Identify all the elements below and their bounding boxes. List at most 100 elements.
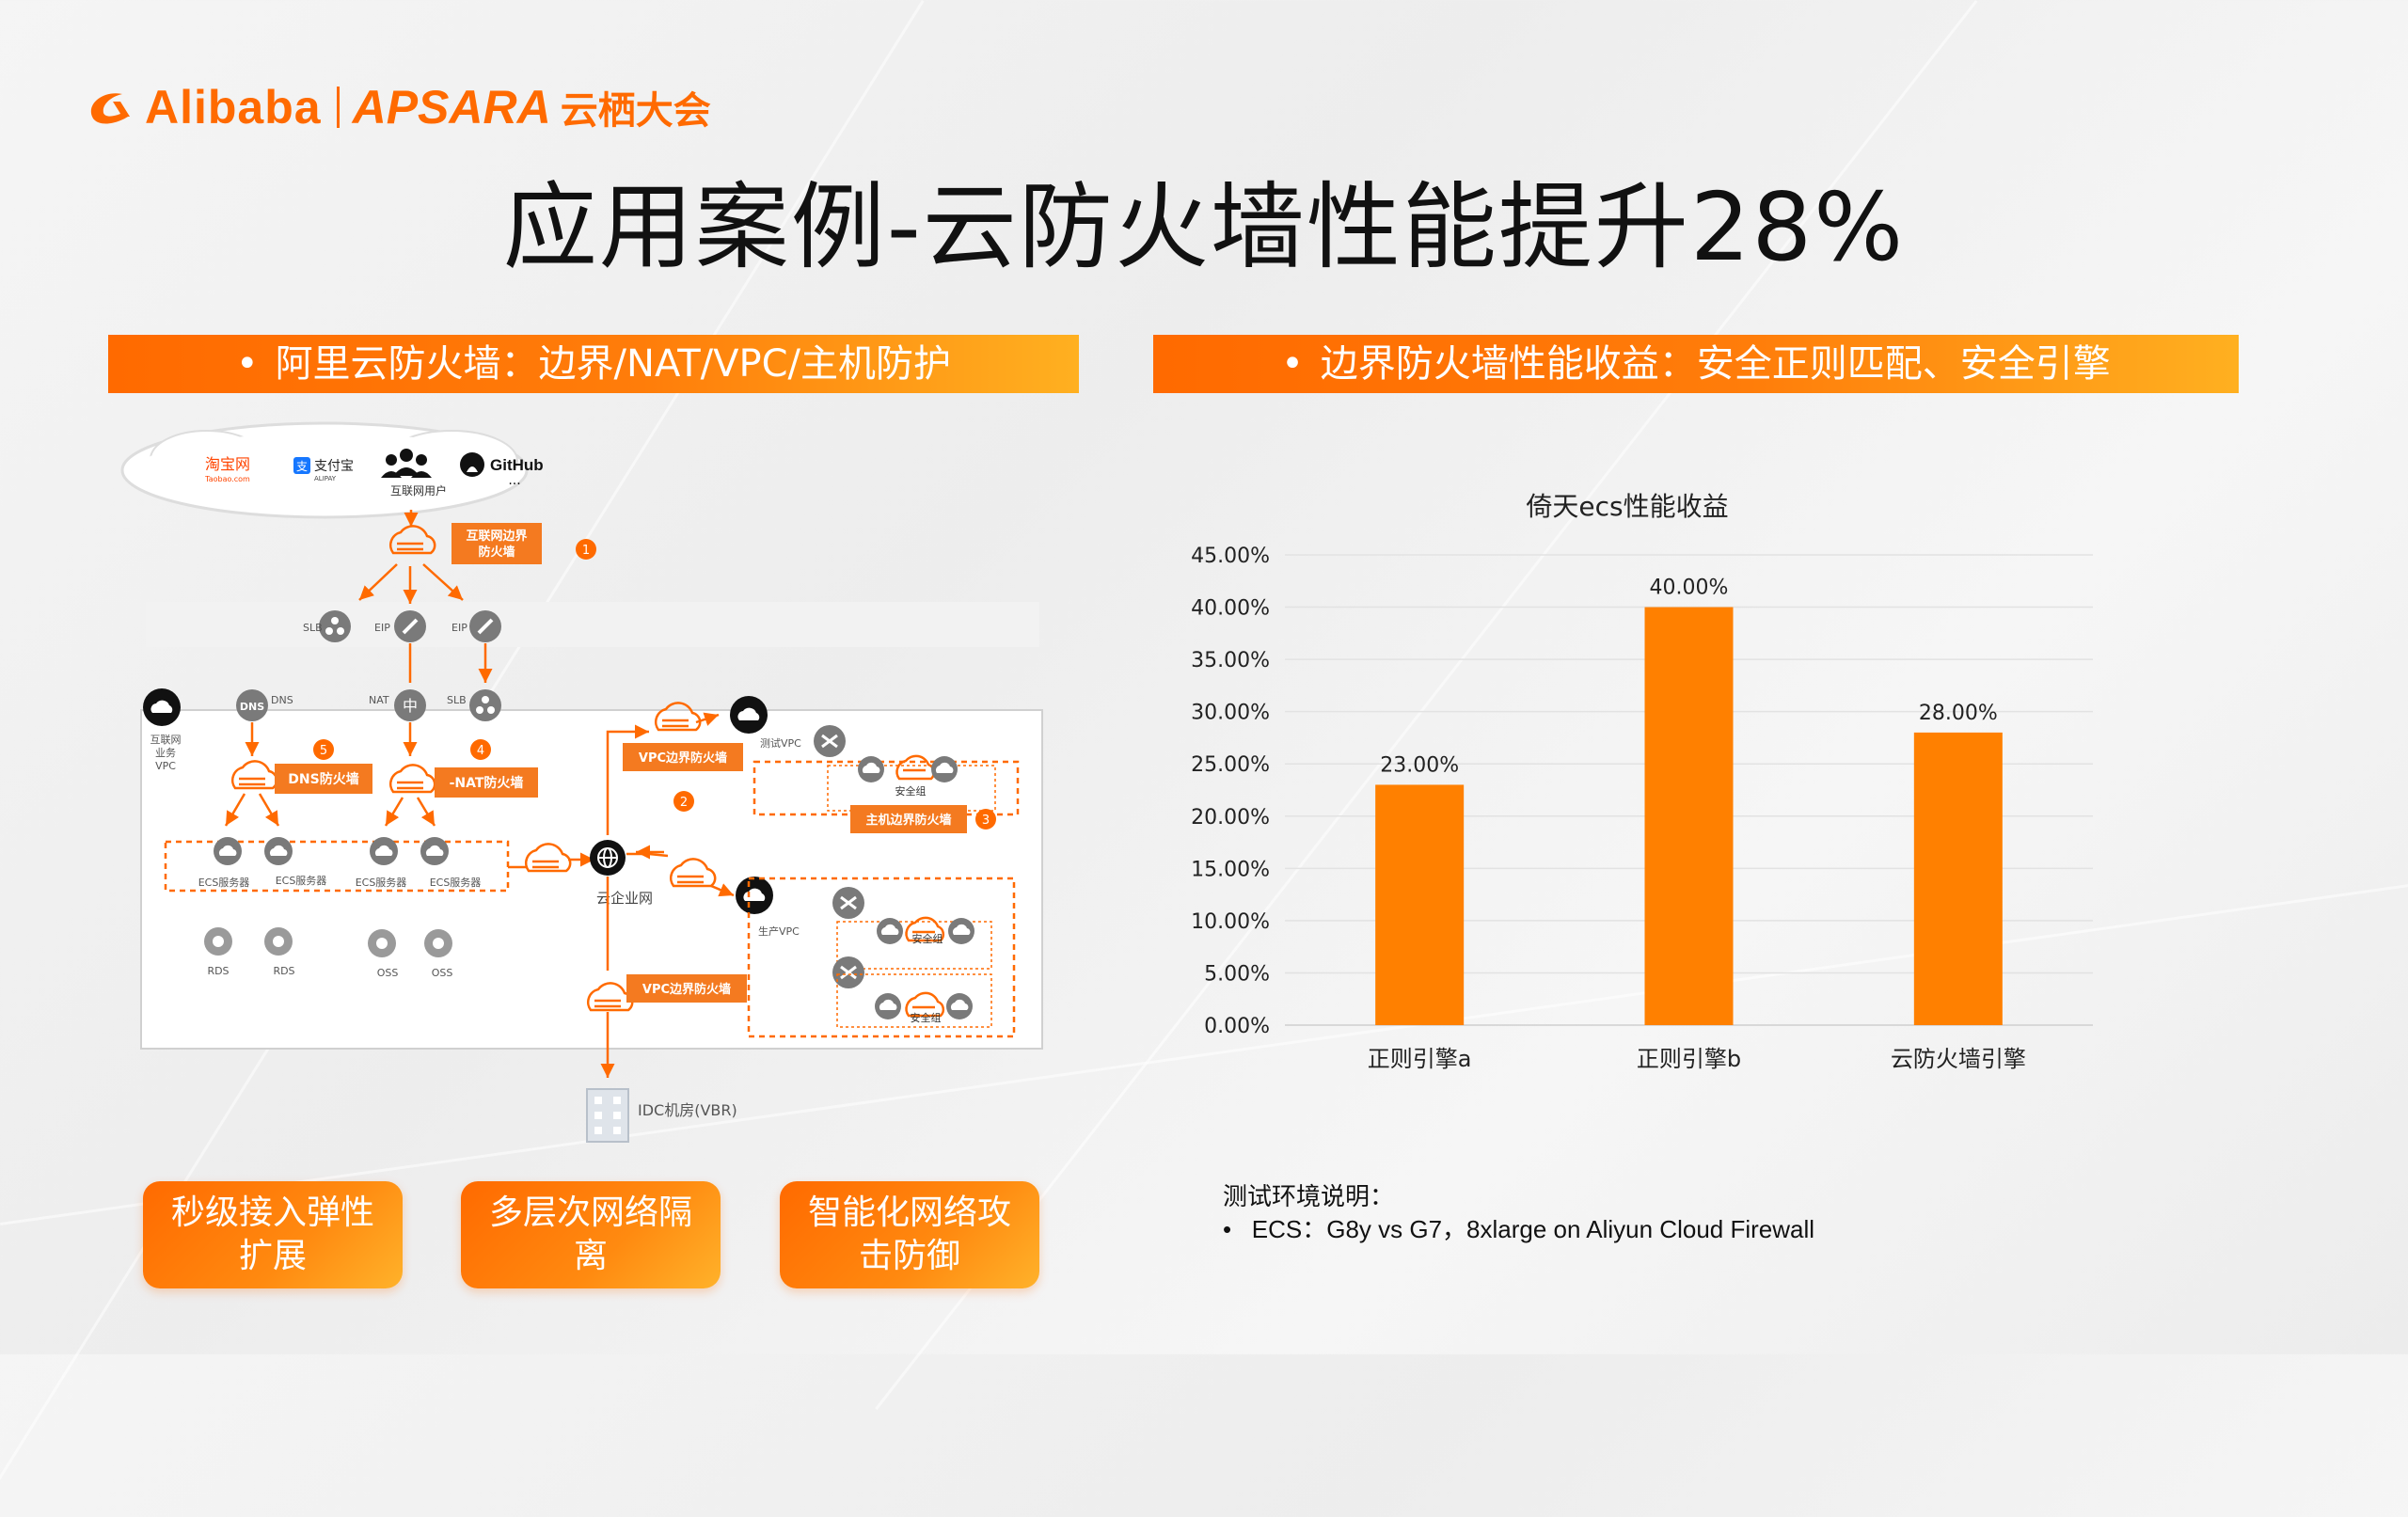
security-group-box (836, 921, 992, 970)
oss-icon (368, 929, 396, 957)
x-category-label: 云防火墙引擎 (1891, 1046, 2026, 1072)
alipay-icon: 支 (293, 457, 310, 474)
users-icon (381, 449, 432, 478)
vpc-fw-label: VPC边界防火墙 (642, 982, 731, 997)
ecs-icon (946, 993, 973, 1019)
badge-1-label: 1 (582, 544, 590, 558)
badge-2 (673, 791, 694, 812)
router-icon (814, 725, 846, 757)
internet-firewall-icon (388, 525, 436, 555)
x-category-label: 正则引擎b (1637, 1046, 1741, 1072)
taobao-logo-text: 淘宝网 (205, 455, 250, 473)
notes-item-text: ECS：G8y vs G7，8xlarge on Aliyun Cloud Fi… (1251, 1215, 1815, 1243)
ecs-icon (931, 756, 958, 782)
internet-fw-label-2: 防火墙 (478, 545, 515, 560)
nat-fw-label: -NAT防火墙 (450, 775, 524, 791)
github-logo-text: GitHub (490, 456, 544, 474)
alipay-sub-text: ALIPAY (314, 475, 337, 482)
eip-icon (394, 610, 426, 642)
rds-icon (264, 927, 293, 956)
cen-label: 云企业网 (596, 890, 653, 907)
right-banner-text: 边界防火墙性能收益：安全正则匹配、安全引擎 (1320, 342, 2111, 386)
performance-bar-chart: 倚天ecs性能收益 0.00% 5.00% 10.00% 15.00% 20.00% 25… (1191, 491, 2093, 1072)
brand-logo: Alibaba APSARA 云栖大会 (85, 79, 711, 135)
svg-text:DNS: DNS (240, 701, 264, 713)
notes-item: • ECS：G8y vs G7，8xlarge on Aliyun Cloud … (1223, 1215, 1815, 1243)
svg-text:支: 支 (296, 460, 308, 473)
badge-4-label: 4 (477, 744, 484, 758)
ecs-label: ECS服务器 (198, 877, 250, 889)
rds-label: RDS (207, 965, 229, 977)
dns-icon: DNS (236, 689, 268, 721)
y-tick-label: 30.00% (1191, 702, 1270, 725)
apsara-wordmark: APSARA (352, 81, 551, 134)
prod-vpc-label: 生产VPC (758, 924, 800, 938)
badge-4 (470, 739, 491, 760)
ecs-icon (370, 837, 398, 865)
diagram-top-band (146, 602, 1039, 647)
ecs-label: ECS服务器 (430, 877, 482, 889)
slb-label: SLB (447, 694, 467, 706)
ecs-label: ECS服务器 (356, 877, 407, 889)
internet-vpc-label-2: 业务 (155, 747, 176, 759)
cen-firewall-icon (524, 843, 572, 873)
chart-bar (1375, 784, 1465, 1025)
idc-label: IDC机房(VBR) (638, 1101, 737, 1119)
alipay-logo-text: 支付宝 (314, 459, 354, 474)
oss-label: OSS (377, 967, 399, 979)
taobao-sub-text: Taobao.com (204, 475, 250, 483)
test-notes: 测试环境说明： • ECS：G8y vs G7，8xlarge on Aliyu… (1223, 1181, 1814, 1245)
bar-data-label: 40.00% (1650, 577, 1729, 600)
bar-data-label: 23.00% (1380, 753, 1459, 777)
feature-pill-text: 多层次网络隔离 (488, 1193, 692, 1275)
slb-label: SLB (303, 622, 323, 634)
bullet-dot: • (1281, 342, 1304, 386)
badge-3-label: 3 (982, 814, 990, 828)
vpc-fw-box (626, 974, 747, 1003)
left-section-banner: • 阿里云防火墙：边界/NAT/VPC/主机防护 (108, 335, 1079, 393)
vpc-cloud-icon (143, 688, 181, 726)
prod-vpc-box (747, 877, 1016, 1038)
dns-fw-box (275, 764, 372, 794)
host-firewall-icon (905, 991, 945, 1018)
alibaba-logo-icon (90, 93, 130, 124)
security-group-label: 安全组 (895, 784, 927, 798)
bullet-dot: • (235, 342, 259, 386)
chart-bar (1644, 607, 1734, 1025)
badge-5-label: 5 (320, 744, 327, 758)
y-tick-label: 5.00% (1204, 962, 1270, 986)
badge-1 (576, 539, 596, 560)
feature-pill-defense: 智能化网络攻击防御 (780, 1181, 1039, 1288)
prod-firewall-icon (669, 858, 717, 888)
feature-pill-text: 智能化网络攻击防御 (807, 1193, 1011, 1275)
security-group-label: 安全组 (912, 932, 943, 945)
notes-heading: 测试环境说明： (1223, 1183, 1395, 1211)
ecs-label: ECS服务器 (276, 875, 327, 887)
host-firewall-icon (905, 916, 945, 942)
idc-building-icon (586, 1088, 629, 1143)
internet-fw-box (452, 523, 542, 564)
ecs-icon (264, 837, 293, 865)
vpc-fw-box (623, 743, 743, 771)
y-tick-label: 25.00% (1191, 753, 1270, 777)
x-category-label: 正则引擎a (1368, 1046, 1472, 1072)
logo-divider (336, 87, 340, 128)
github-icon (460, 452, 484, 477)
rds-icon (204, 927, 232, 956)
feature-pill-elastic: 秒级接入弹性扩展 (143, 1181, 403, 1288)
ecs-icon (420, 837, 449, 865)
nat-label: NAT (369, 694, 389, 706)
security-group-label: 安全组 (911, 1011, 942, 1024)
ecs-icon (858, 756, 884, 782)
architecture-diagram: .t { font-family:"DejaVu Sans", sans-ser… (120, 421, 1043, 1143)
internet-vpc-label-1: 互联网 (150, 734, 182, 746)
badge-3 (975, 809, 996, 830)
test-vpc-label: 测试VPC (760, 737, 801, 750)
nat-fw-box (435, 767, 538, 798)
router-icon (832, 887, 864, 919)
feature-pill-isolation: 多层次网络隔离 (461, 1181, 721, 1288)
feature-pill-text: 秒级接入弹性扩展 (170, 1193, 374, 1275)
badge-5 (313, 739, 334, 760)
y-tick-label: 15.00% (1191, 858, 1270, 881)
cen-globe-icon (590, 840, 626, 876)
